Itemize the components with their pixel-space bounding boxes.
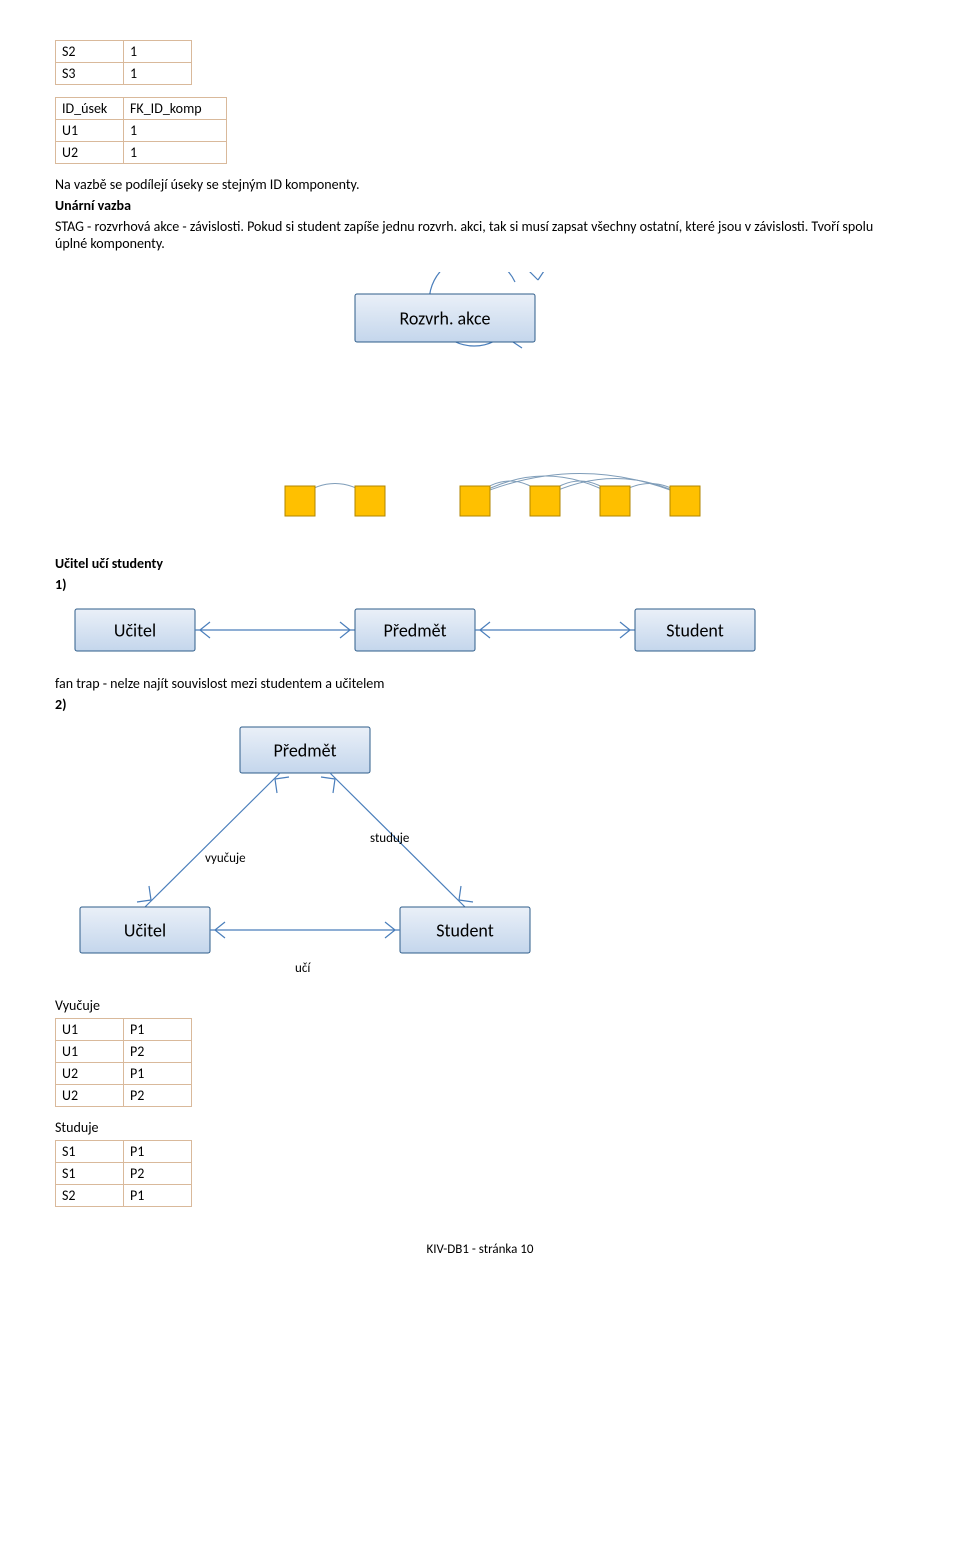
table-header: ID_úsek: [56, 98, 124, 120]
table-cell: S2: [56, 1185, 124, 1207]
table-cell: 1: [124, 142, 227, 164]
entity-ucitel2-label: Učitel: [124, 919, 166, 941]
table-cell: U1: [56, 1019, 124, 1041]
table-cell: 1: [124, 41, 192, 63]
table-cell: U2: [56, 1063, 124, 1085]
rel-studuje-label: studuje: [370, 831, 409, 846]
table-cell: P1: [124, 1063, 192, 1085]
erd-triangle: Předmět vyučuje studuje Učitel Student u…: [55, 717, 615, 987]
table-studuje-title: Studuje: [55, 1119, 905, 1136]
table-cell: P1: [124, 1019, 192, 1041]
table-cell: S3: [56, 63, 124, 85]
erd-linear: Učitel Předmět Student: [55, 597, 785, 667]
table-cell: S1: [56, 1163, 124, 1185]
table-cell: P2: [124, 1085, 192, 1107]
table-cell: U1: [56, 1041, 124, 1063]
table-cell: 1: [124, 63, 192, 85]
entity-predmet-label: Předmět: [383, 619, 446, 641]
table-cell: P2: [124, 1163, 192, 1185]
fan-trap-text: fan trap - nelze najít souvislost mezi s…: [55, 675, 905, 692]
table-vyucuje-title: Vyučuje: [55, 997, 905, 1014]
table-cell: U2: [56, 142, 124, 164]
heading-unary: Unární vazba: [55, 197, 131, 214]
table-cell: P1: [124, 1185, 192, 1207]
entity-student2-label: Student: [436, 919, 494, 941]
caption: Na vazbě se podílejí úseky se stejným ID…: [55, 176, 905, 193]
item-2: 2): [55, 696, 66, 713]
yellow-squares-diagram: [220, 456, 740, 526]
item-1: 1): [55, 576, 66, 593]
table-cell: S2: [56, 41, 124, 63]
rel-vyucuje-label: vyučuje: [205, 851, 246, 866]
table-header: FK_ID_komp: [124, 98, 227, 120]
table-sections: S21 S31: [55, 40, 192, 85]
entity-ucitel-label: Učitel: [114, 619, 156, 641]
table-studuje: S1P1 S1P2 S2P1: [55, 1140, 192, 1207]
entity-predmet2-label: Předmět: [273, 739, 336, 761]
table-cell: U1: [56, 120, 124, 142]
page-footer: KIV-DB1 - stránka 10: [55, 1242, 905, 1257]
table-usek: ID_úsek FK_ID_komp U11 U21: [55, 97, 227, 164]
table-cell: U2: [56, 1085, 124, 1107]
table-vyucuje: U1P1 U1P2 U2P1 U2P2: [55, 1018, 192, 1107]
entity-student-label: Student: [666, 619, 724, 641]
entity-rozvrh-label: Rozvrh. akce: [399, 307, 490, 329]
table-cell: 1: [124, 120, 227, 142]
rel-uci-label: učí: [295, 961, 311, 976]
table-cell: S1: [56, 1141, 124, 1163]
table-cell: P1: [124, 1141, 192, 1163]
unary-diagram: Rozvrh. akce: [220, 272, 740, 442]
paragraph: STAG - rozvrhová akce - závislosti. Poku…: [55, 218, 905, 252]
table-cell: P2: [124, 1041, 192, 1063]
heading-ucitel: Učitel učí studenty: [55, 555, 163, 572]
